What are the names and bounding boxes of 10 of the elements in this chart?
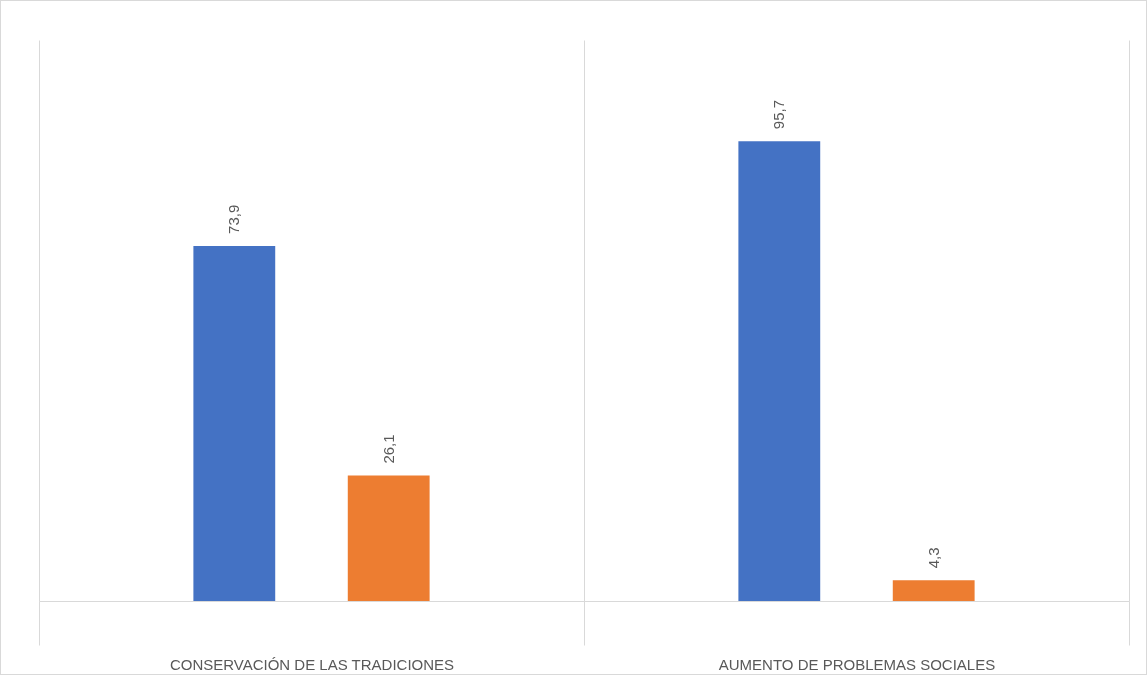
data-label: 26,1 <box>379 434 397 464</box>
bar <box>193 245 276 601</box>
bar <box>892 580 975 601</box>
x-tick-label: AUMENTO DE PROBLEMAS SOCIALES <box>718 655 996 673</box>
bar <box>738 141 821 601</box>
data-label: 73,9 <box>225 204 243 234</box>
data-label: 4,3 <box>924 547 942 569</box>
data-label: 95,7 <box>770 99 788 130</box>
bar <box>347 475 430 601</box>
x-tick-label: CONSERVACIÓN DE LAS TRADICIONES <box>169 655 455 673</box>
